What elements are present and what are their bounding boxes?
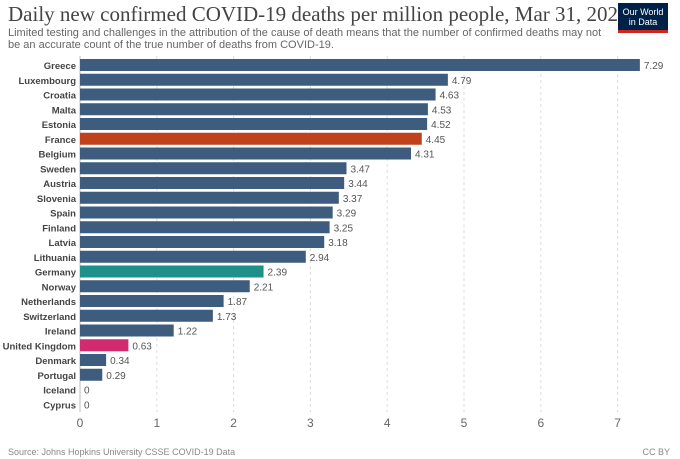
category-label: Norway	[42, 282, 77, 293]
bar-denmark[interactable]	[80, 354, 107, 366]
bar-belgium[interactable]	[80, 147, 412, 160]
value-label: 0	[84, 386, 90, 397]
category-label: Luxembourg	[18, 76, 76, 87]
bar-slovenia[interactable]	[80, 191, 339, 204]
category-label: Estonia	[42, 120, 77, 131]
category-label: Sweden	[40, 164, 76, 175]
value-label: 2.39	[268, 268, 288, 279]
value-label: 3.37	[343, 194, 363, 205]
category-label: United Kingdom	[3, 341, 76, 352]
license-label[interactable]: CC BY	[642, 447, 670, 457]
value-label: 0	[84, 400, 90, 411]
bar-malta[interactable]	[80, 103, 428, 116]
owid-logo[interactable]: Our World in Data	[618, 3, 668, 33]
bar-spain[interactable]	[80, 206, 333, 219]
x-tick-label: 3	[307, 416, 314, 430]
source-note[interactable]: Source: Johns Hopkins University CSSE CO…	[8, 447, 236, 457]
category-label: Latvia	[49, 238, 77, 249]
bar-france[interactable]	[80, 132, 422, 145]
bar-austria[interactable]	[80, 177, 345, 189]
category-label: Denmark	[35, 356, 76, 367]
category-label: Germany	[35, 268, 77, 279]
value-label: 3.44	[348, 179, 368, 190]
value-label: 1.73	[217, 312, 237, 323]
category-label: Portugal	[37, 371, 76, 382]
value-label: 2.21	[254, 282, 274, 293]
chart-title: Daily new confirmed COVID-19 deaths per …	[8, 2, 629, 26]
x-tick-label: 5	[461, 416, 468, 430]
value-label: 3.29	[337, 209, 357, 220]
category-label: Iceland	[43, 386, 76, 397]
category-label: Austria	[43, 179, 76, 190]
value-label: 4.31	[415, 150, 435, 161]
x-tick-label: 0	[77, 416, 84, 430]
x-tick-label: 1	[153, 416, 160, 430]
bar-croatia[interactable]	[80, 88, 436, 101]
value-label: 4.79	[452, 76, 472, 87]
bar-lithuania[interactable]	[80, 250, 306, 263]
chart-subtitle: Limited testing and challenges in the at…	[8, 27, 602, 51]
value-label: 3.18	[328, 238, 348, 249]
category-label: Ireland	[45, 327, 76, 338]
bar-norway[interactable]	[80, 280, 250, 293]
category-label: Spain	[50, 209, 76, 220]
value-label: 4.52	[431, 120, 451, 131]
value-label: 0.29	[106, 371, 126, 382]
category-label: Malta	[52, 105, 77, 116]
category-label: Cyprus	[43, 400, 76, 411]
value-label: 1.87	[228, 297, 248, 308]
bar-netherlands[interactable]	[80, 295, 224, 307]
x-tick-label: 7	[614, 416, 621, 430]
value-label: 4.53	[432, 105, 452, 116]
x-tick-label: 4	[384, 416, 391, 430]
bar-united-kingdom[interactable]	[80, 339, 129, 352]
bar-greece[interactable]	[80, 59, 640, 71]
bar-latvia[interactable]	[80, 236, 325, 248]
bar-germany[interactable]	[80, 265, 264, 278]
category-label: Belgium	[39, 150, 76, 161]
bar-sweden[interactable]	[80, 162, 347, 175]
value-label: 4.45	[426, 135, 446, 146]
value-label: 3.47	[350, 164, 370, 175]
value-label: 4.63	[440, 91, 460, 102]
value-label: 3.25	[334, 223, 354, 234]
x-tick-label: 6	[537, 416, 544, 430]
category-label: Switzerland	[23, 312, 76, 323]
bar-chart: 0 1 2 3 4 5 6 7 Greece 7.29 Luxembourg 4.79 Croatia 4…	[3, 56, 664, 430]
category-label: Greece	[44, 61, 76, 72]
category-label: France	[45, 135, 76, 146]
value-label: 2.94	[310, 253, 330, 264]
category-label: Netherlands	[21, 297, 76, 308]
value-label: 0.63	[132, 341, 152, 352]
bar-finland[interactable]	[80, 221, 330, 234]
owid-logo-text: Our World in Data	[622, 6, 664, 27]
bar-luxembourg[interactable]	[80, 73, 448, 86]
value-label: 0.34	[110, 356, 130, 367]
bar-ireland[interactable]	[80, 324, 174, 337]
bar-switzerland[interactable]	[80, 309, 213, 322]
bar-estonia[interactable]	[80, 118, 428, 130]
category-label: Slovenia	[37, 194, 77, 205]
value-label: 1.22	[178, 327, 198, 338]
category-label: Lithuania	[34, 253, 77, 264]
value-label: 7.29	[644, 61, 664, 72]
category-label: Croatia	[43, 91, 76, 102]
bar-portugal[interactable]	[80, 368, 103, 381]
category-label: Finland	[42, 223, 76, 234]
x-tick-label: 2	[230, 416, 237, 430]
